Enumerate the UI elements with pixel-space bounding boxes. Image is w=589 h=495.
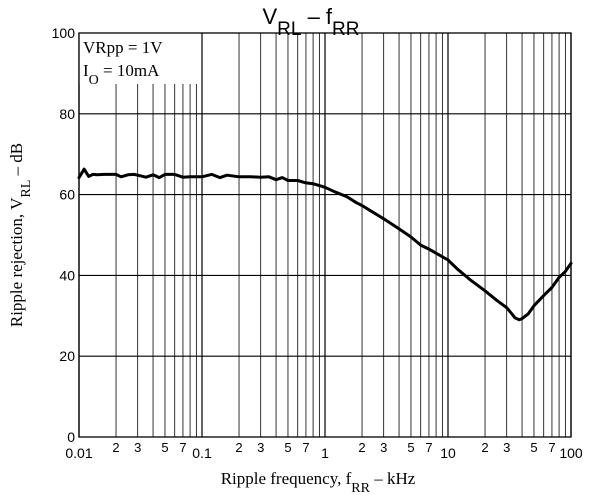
- x-minor-tick-label: 7: [179, 440, 186, 455]
- x-minor-tick-label: 2: [235, 440, 242, 455]
- x-minor-tick-label: 7: [425, 440, 432, 455]
- annotation-vrpp: VRpp = 1V: [83, 38, 163, 57]
- xlabel-post: – kHz: [370, 469, 416, 488]
- x-minor-tick-label: 3: [257, 440, 264, 455]
- annotation-background: [79, 33, 198, 84]
- xlabel-sub: RR: [351, 481, 370, 495]
- title-sub1: RL: [277, 19, 301, 40]
- x-minor-tick-label: 2: [481, 440, 488, 455]
- xlabel-pre: Ripple frequency, f: [221, 469, 352, 488]
- x-minor-tick-label: 5: [530, 440, 537, 455]
- x-tick-label: 1: [321, 445, 329, 461]
- chart-title: VRL – fRR: [262, 4, 359, 40]
- annotation-box: VRpp = 1V IO = 10mA: [79, 33, 198, 88]
- y-tick-label: 80: [59, 106, 75, 122]
- annotation-io-sub: O: [89, 73, 99, 88]
- x-minor-tick-label: 3: [380, 440, 387, 455]
- y-tick-label: 20: [59, 348, 75, 364]
- x-minor-tick-label: 5: [161, 440, 168, 455]
- title-main: V: [262, 4, 277, 29]
- y-tick-label: 100: [52, 25, 76, 41]
- x-minor-tick-label: 3: [503, 440, 510, 455]
- title-sub2: RR: [332, 19, 359, 40]
- x-tick-label: 0.01: [65, 445, 92, 461]
- y-tick-label: 40: [59, 267, 75, 283]
- x-minor-tick-label: 2: [358, 440, 365, 455]
- ylabel-post: – dB: [7, 143, 26, 180]
- x-tick-label: 10: [440, 445, 456, 461]
- annotation-io: IO = 10mA: [83, 61, 160, 88]
- annotation-io-main: I: [83, 61, 89, 80]
- x-minor-tick-label: 5: [407, 440, 414, 455]
- title-dash: – f: [301, 4, 332, 29]
- plot-border: [78, 32, 572, 438]
- x-tick-label: 100: [559, 445, 583, 461]
- y-axis-label: Ripple rejection, VRL – dB: [7, 143, 34, 327]
- y-tick-label: 60: [59, 187, 75, 203]
- annotation-io-rest: = 10mA: [99, 61, 160, 80]
- x-minor-tick-label: 7: [302, 440, 309, 455]
- x-axis-label: Ripple frequency, fRR – kHz: [221, 469, 416, 495]
- y-tick-label: 0: [67, 429, 75, 445]
- x-tick-label: 0.1: [192, 445, 212, 461]
- x-minor-tick-label: 7: [548, 440, 555, 455]
- ylabel-sub: RL: [19, 180, 34, 198]
- series-line: [77, 167, 573, 322]
- x-minor-tick-label: 5: [284, 440, 291, 455]
- x-minor-tick-label: 3: [134, 440, 141, 455]
- ylabel-pre: Ripple rejection, V: [7, 197, 26, 327]
- grid: [78, 32, 572, 438]
- x-minor-tick-label: 2: [112, 440, 119, 455]
